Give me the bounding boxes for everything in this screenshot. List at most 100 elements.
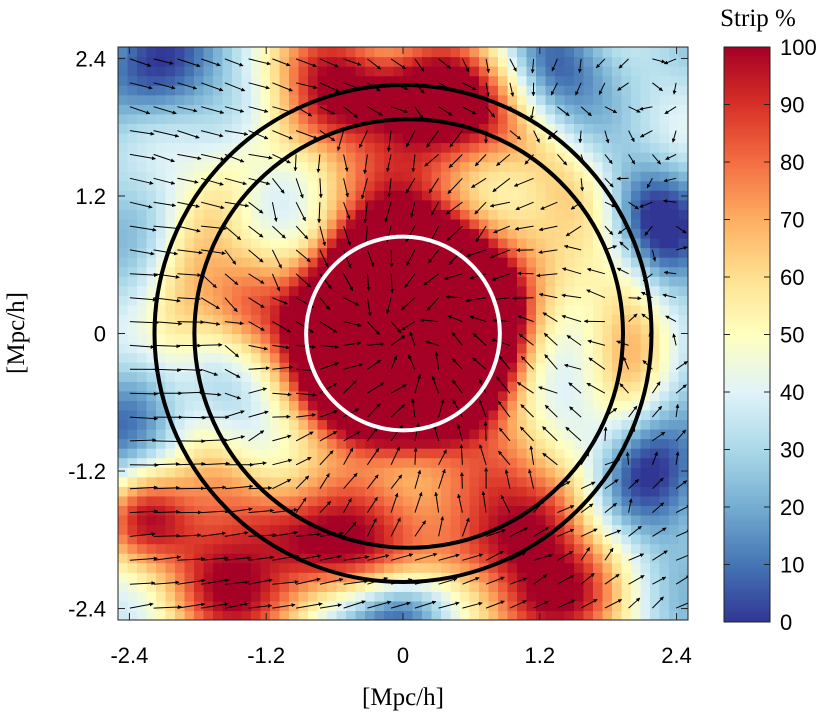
- heatmap-cell: [327, 438, 338, 449]
- velocity-arrow: [248, 225, 264, 238]
- heatmap-cell: [270, 323, 281, 335]
- velocity-arrow: [295, 130, 318, 140]
- heatmap-cell: [213, 276, 224, 287]
- heatmap-cell: [678, 581, 688, 592]
- velocity-arrow: [474, 154, 487, 167]
- heatmap-cell: [260, 381, 271, 392]
- heatmap-cell: [621, 276, 632, 287]
- heatmap-cell: [564, 323, 575, 335]
- heatmap-cell: [517, 524, 528, 535]
- velocity-arrow: [153, 130, 180, 138]
- heatmap-cell: [507, 152, 518, 163]
- heatmap-cell: [450, 56, 461, 67]
- heatmap-cell: [545, 285, 556, 296]
- heatmap-cell: [526, 419, 537, 430]
- heatmap-cell: [346, 171, 357, 182]
- heatmap-cell: [118, 218, 129, 230]
- heatmap-cell: [270, 514, 281, 526]
- heatmap-cell: [222, 276, 233, 287]
- heatmap-cell: [593, 610, 604, 620]
- heatmap-cell: [384, 66, 395, 77]
- heatmap-cell: [270, 304, 281, 315]
- heatmap-cell: [621, 113, 632, 124]
- heatmap-cell: [564, 152, 575, 163]
- heatmap-cell: [488, 304, 499, 315]
- heatmap-cell: [564, 419, 575, 430]
- heatmap-cell: [650, 381, 661, 392]
- heatmap-cell: [659, 505, 670, 516]
- heatmap-cell: [555, 362, 566, 373]
- heatmap-cell: [498, 314, 509, 325]
- heatmap-cell: [213, 85, 224, 96]
- heatmap-cell: [498, 276, 509, 287]
- heatmap-cell: [241, 94, 252, 105]
- heatmap-cell: [479, 438, 490, 449]
- heatmap-cell: [118, 142, 129, 153]
- heatmap-cell: [374, 228, 385, 239]
- heatmap-cell: [241, 400, 252, 411]
- heatmap-cell: [526, 562, 537, 573]
- heatmap-cell: [621, 553, 632, 564]
- heatmap-cell: [403, 362, 414, 373]
- heatmap-cell: [460, 409, 471, 421]
- heatmap-cell: [659, 132, 670, 144]
- heatmap-cell: [412, 534, 423, 545]
- velocity-arrow: [272, 82, 293, 92]
- heatmap-cell: [441, 209, 452, 220]
- heatmap-cell: [479, 56, 490, 67]
- heatmap-cell: [631, 362, 642, 373]
- heatmap-cell: [165, 75, 176, 86]
- heatmap-cell: [602, 209, 613, 220]
- velocity-arrow: [536, 273, 558, 278]
- heatmap-cell: [393, 56, 404, 67]
- heatmap-cell: [441, 132, 452, 144]
- heatmap-cell: [289, 152, 300, 163]
- heatmap-cell: [127, 600, 138, 612]
- heatmap-cell: [564, 534, 575, 545]
- velocity-arrow: [295, 178, 304, 199]
- heatmap-cell: [298, 218, 309, 230]
- heatmap-cell: [412, 190, 423, 201]
- heatmap-cell: [213, 199, 224, 210]
- velocity-arrow: [438, 468, 446, 489]
- heatmap-cell: [365, 534, 376, 545]
- heatmap-cell: [621, 228, 632, 239]
- heatmap-cell: [545, 352, 556, 363]
- heatmap-cell: [127, 524, 138, 535]
- heatmap-cell: [146, 161, 157, 172]
- heatmap-cell: [631, 543, 642, 554]
- velocity-arrow: [272, 580, 299, 585]
- heatmap-cell: [203, 476, 214, 487]
- heatmap-cell: [222, 562, 233, 573]
- heatmap-cell: [146, 448, 157, 459]
- heatmap-cell: [536, 228, 547, 239]
- velocity-arrow: [248, 508, 275, 514]
- heatmap-cell: [669, 104, 680, 115]
- heatmap-cell: [127, 47, 138, 58]
- heatmap-cell: [156, 85, 167, 96]
- heatmap-cell: [612, 171, 623, 182]
- heatmap-cell: [422, 581, 433, 592]
- heatmap-cell: [678, 190, 688, 201]
- velocity-arrow: [319, 577, 344, 585]
- heatmap-cell: [317, 476, 328, 487]
- velocity-arrow: [445, 201, 463, 215]
- velocity-arrow: [675, 600, 688, 609]
- heatmap-cell: [346, 448, 357, 459]
- heatmap-cell: [640, 600, 651, 612]
- velocity-arrow: [561, 314, 582, 323]
- heatmap-cell: [621, 467, 632, 478]
- heatmap-cell: [175, 142, 186, 153]
- heatmap-cell: [222, 85, 233, 96]
- velocity-arrow: [444, 273, 463, 280]
- heatmap-cell: [650, 371, 661, 382]
- heatmap-cell: [346, 486, 357, 497]
- velocity-arrow: [414, 600, 437, 609]
- heatmap-cell: [412, 152, 423, 163]
- heatmap-cell: [289, 323, 300, 335]
- heatmap-cell: [507, 486, 518, 497]
- heatmap-cell: [431, 371, 442, 382]
- heatmap-cell: [669, 152, 680, 163]
